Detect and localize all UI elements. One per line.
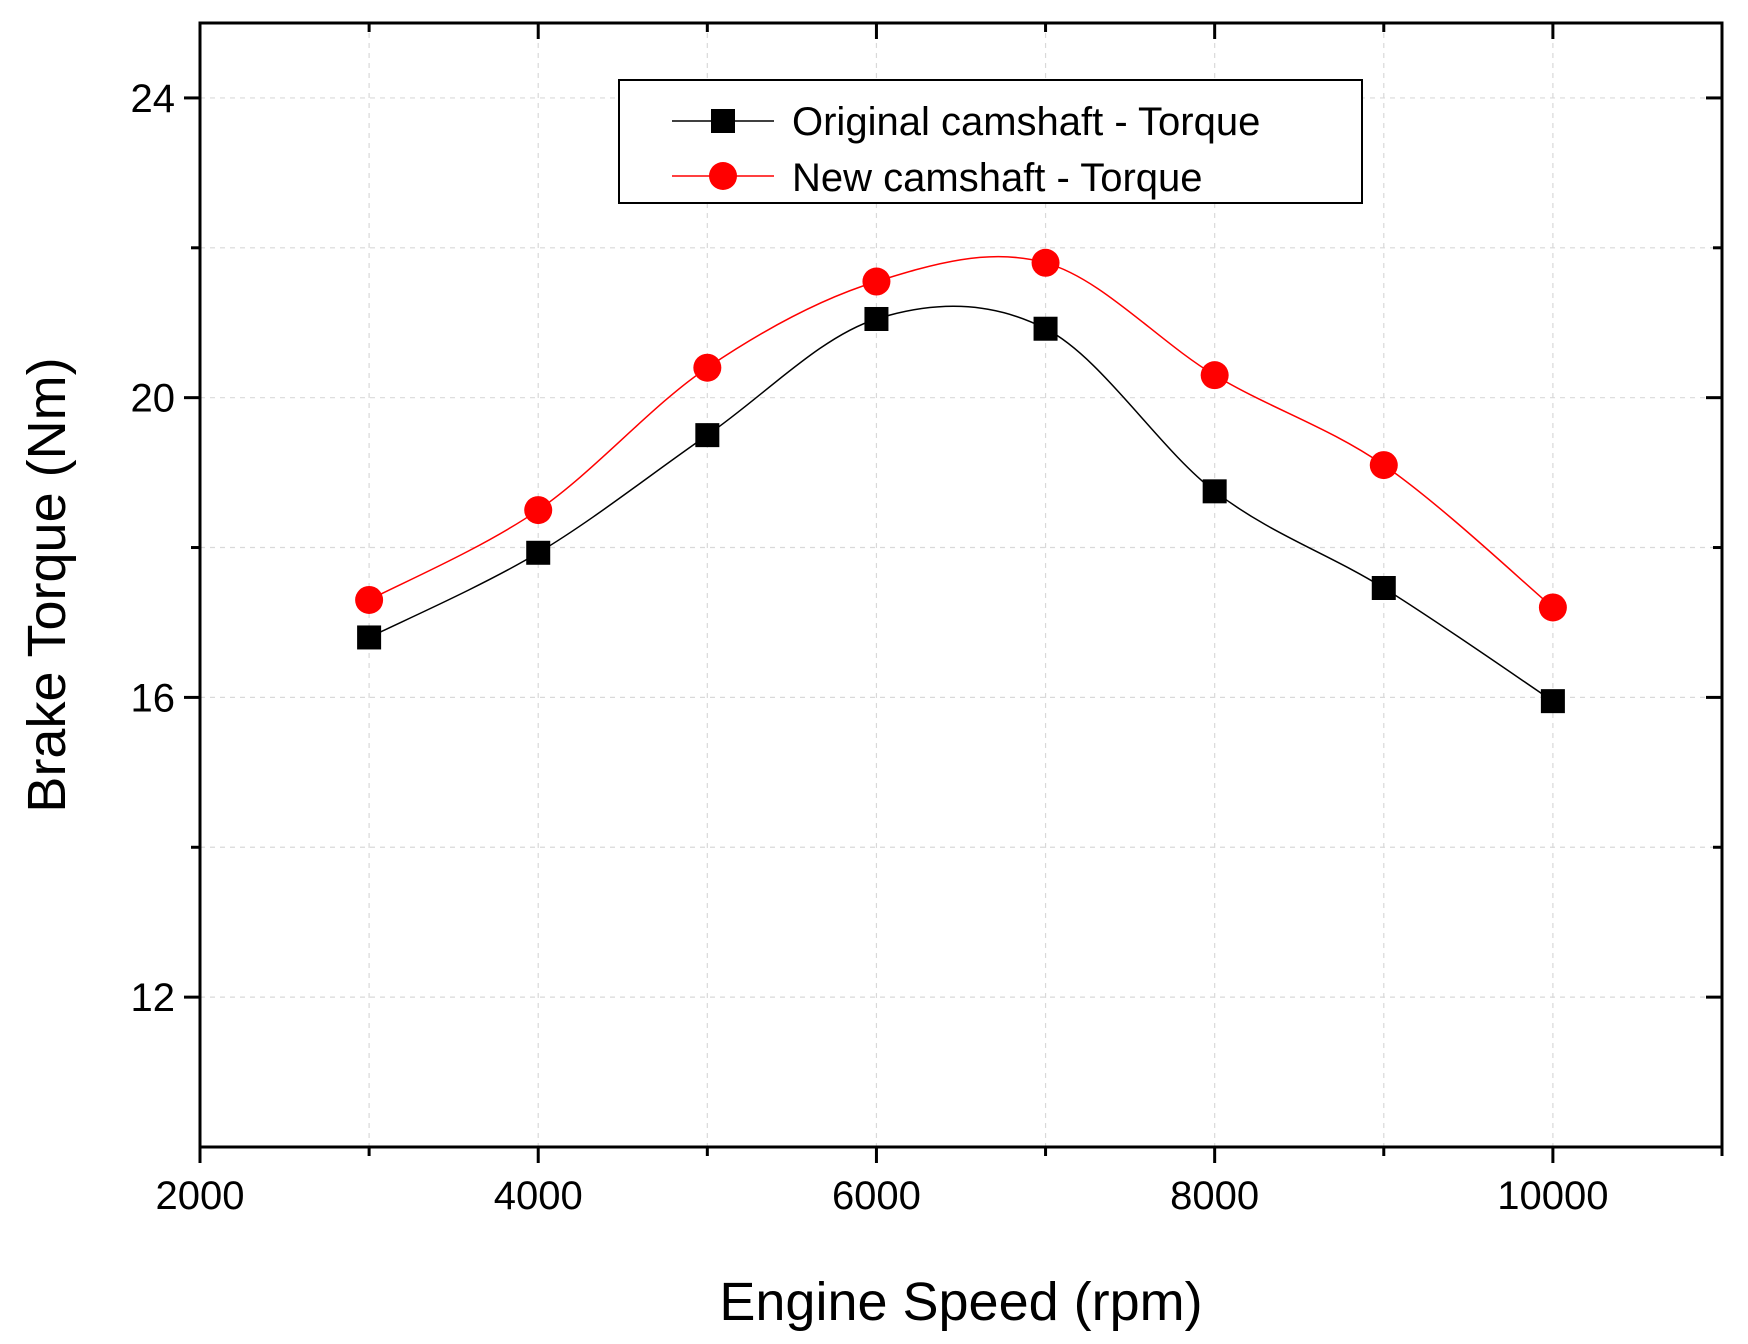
x-tick-label: 10000 <box>1497 1174 1608 1218</box>
x-tick-label: 2000 <box>156 1174 245 1218</box>
data-point-new <box>355 586 383 614</box>
legend-circle-marker <box>709 162 737 190</box>
y-tick-label: 12 <box>131 976 176 1020</box>
legend-square-marker <box>711 109 735 133</box>
legend-label-original: Original camshaft - Torque <box>792 100 1260 144</box>
x-tick-label: 6000 <box>832 1174 921 1218</box>
data-point-original <box>526 541 550 565</box>
y-axis-title: Brake Torque (Nm) <box>17 357 77 812</box>
chart: 2000 4000 6000 8000 10000 12 16 20 24 Engine Spe… <box>0 0 1748 1344</box>
data-point-new <box>1201 361 1229 389</box>
y-tick-label: 16 <box>131 676 176 720</box>
data-markers <box>355 249 1567 713</box>
data-point-new <box>862 268 890 296</box>
data-point-original <box>1034 317 1058 341</box>
data-point-new <box>693 354 721 382</box>
legend: Original camshaft - Torque New camshaft … <box>619 80 1362 203</box>
data-point-new <box>524 496 552 524</box>
data-point-new <box>1370 451 1398 479</box>
data-point-original <box>695 423 719 447</box>
data-point-original <box>864 307 888 331</box>
data-point-new <box>1539 593 1567 621</box>
data-point-original <box>1203 479 1227 503</box>
data-point-original <box>1541 689 1565 713</box>
x-tick-label: 4000 <box>494 1174 583 1218</box>
data-point-original <box>357 625 381 649</box>
legend-label-new: New camshaft - Torque <box>792 156 1203 200</box>
data-point-original <box>1372 576 1396 600</box>
y-tick-label: 24 <box>131 77 176 121</box>
y-tick-label: 20 <box>131 377 176 421</box>
x-axis-title: Engine Speed (rpm) <box>719 1272 1202 1332</box>
x-tick-label: 8000 <box>1170 1174 1259 1218</box>
data-point-new <box>1032 249 1060 277</box>
series-lines <box>369 257 1553 702</box>
